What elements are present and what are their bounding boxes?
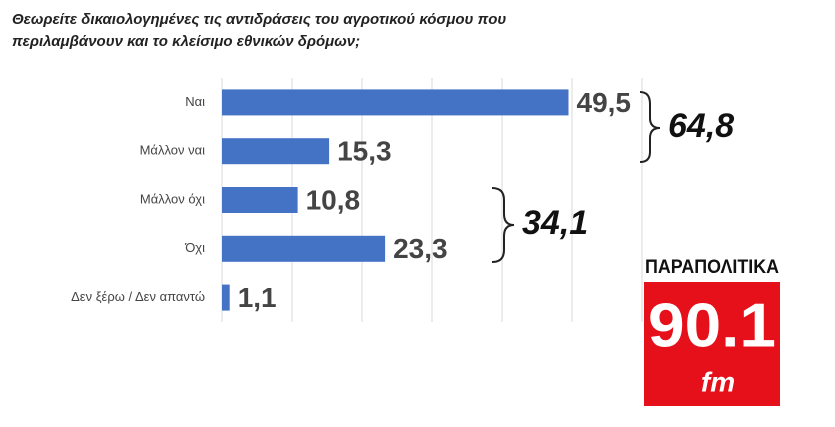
bar <box>222 235 386 262</box>
annotation: 64,8 <box>668 107 734 145</box>
y-tick-label: Ναι <box>185 94 205 109</box>
brace <box>639 91 661 163</box>
data-label: 1,1 <box>238 282 277 313</box>
bar <box>222 89 569 116</box>
bar <box>222 284 230 311</box>
logo-unit: fm <box>701 366 735 397</box>
data-label: 15,3 <box>337 136 392 167</box>
data-label: 23,3 <box>393 233 448 264</box>
logo-box <box>644 282 780 406</box>
y-tick-label: Όχι <box>184 240 205 255</box>
chart-title: Θεωρείτε δικαιολογημένες τις αντιδράσεις… <box>12 11 506 28</box>
bar <box>222 138 330 165</box>
annotation: 34,1 <box>522 204 588 242</box>
data-label: 49,5 <box>577 87 632 118</box>
y-tick-label: Μάλλον ναι <box>140 143 206 158</box>
logo: ΠΑΡΑΠΟΛΙΤΙΚΑ 90.1 fm <box>644 257 780 406</box>
logo-frequency: 90.1 <box>648 291 776 360</box>
y-tick-label: Δεν ξέρω / Δεν απαντώ <box>71 289 205 304</box>
brace <box>491 187 515 263</box>
data-label: 10,8 <box>306 184 361 215</box>
logo-brand: ΠΑΡΑΠΟΛΙΤΙΚΑ <box>645 257 779 278</box>
bar <box>222 187 298 213</box>
chart-title: περιλαμβάνουν και το κλείσιμο εθνικών δρ… <box>12 33 360 50</box>
y-tick-label: Μάλλον όχι <box>140 191 205 206</box>
plot: Ναι 49,5 Μάλλον ναι 15,3 Μάλλον όχι 10,8 Όχι 23… <box>71 78 643 322</box>
